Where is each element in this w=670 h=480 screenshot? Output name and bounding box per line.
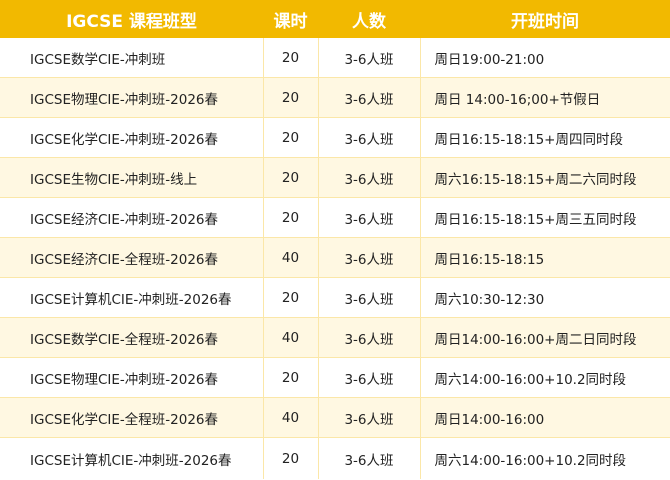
schedule-cell: 周日14:00-16:00: [420, 397, 670, 438]
header-course-type: IGCSE 课程班型: [0, 0, 263, 38]
hours-cell: 40: [263, 317, 319, 358]
hours-cell: 20: [263, 117, 319, 158]
table-row: IGCSE经济CIE-全程班-2026春 40 3-6人班 周日16:15-18:15: [0, 237, 670, 278]
class-size-cell: 3-6人班: [318, 157, 421, 198]
schedule-cell: 周六16:15-18:15+周二六同时段: [420, 157, 670, 198]
schedule-cell: 周日14:00-16:00+周二日同时段: [420, 317, 670, 358]
schedule-cell: 周六10:30-12:30: [420, 277, 670, 318]
course-name-cell: IGCSE经济CIE-冲刺班-2026春: [0, 197, 264, 238]
class-size-cell: 3-6人班: [318, 357, 421, 398]
table-row: IGCSE计算机CIE-冲刺班-2026春 20 3-6人班 周六10:30-12:3…: [0, 277, 670, 318]
schedule-cell: 周日16:15-18:15+周四同时段: [420, 117, 670, 158]
table-row: IGCSE物理CIE-冲刺班-2026春 20 3-6人班 周六14:00-16:00…: [0, 357, 670, 398]
hours-cell: 40: [263, 237, 319, 278]
course-name-cell: IGCSE计算机CIE-冲刺班-2026春: [0, 437, 264, 479]
course-name-cell: IGCSE经济CIE-全程班-2026春: [0, 237, 264, 278]
hours-cell: 20: [263, 38, 319, 78]
class-size-cell: 3-6人班: [318, 397, 421, 438]
hours-cell: 20: [263, 277, 319, 318]
header-hours: 课时: [263, 0, 318, 38]
hours-cell: 20: [263, 157, 319, 198]
class-size-cell: 3-6人班: [318, 77, 421, 118]
table-row: IGCSE数学CIE-冲刺班 20 3-6人班 周日19:00-21:00: [0, 38, 670, 78]
table-header: IGCSE 课程班型 课时 人数 开班时间: [0, 0, 670, 38]
course-name-cell: IGCSE物理CIE-冲刺班-2026春: [0, 357, 264, 398]
schedule-cell: 周六14:00-16:00+10.2同时段: [434, 452, 627, 469]
table-row: IGCSE经济CIE-冲刺班-2026春 20 3-6人班 周日16:15-18:15…: [0, 197, 670, 238]
course-name-cell: IGCSE数学CIE-全程班-2026春: [0, 317, 264, 358]
class-size-cell: 3-6人班: [318, 437, 421, 479]
hours-cell: 40: [263, 397, 319, 438]
table-row: IGCSE化学CIE-冲刺班-2026春 20 3-6人班 周日16:15-18:15…: [0, 117, 670, 158]
schedule-cell: 周日16:15-18:15+周三五同时段: [420, 197, 670, 238]
schedule-cell: 周六14:00-16:00+10.2同时段: [420, 357, 670, 398]
course-name-cell: IGCSE化学CIE-全程班-2026春: [0, 397, 264, 438]
class-size-cell: 3-6人班: [318, 197, 421, 238]
table-row: IGCSE数学CIE-全程班-2026春 40 3-6人班 周日14:00-16:00…: [0, 317, 670, 358]
course-name-cell: IGCSE数学CIE-冲刺班: [0, 38, 264, 78]
hours-cell: 20: [263, 77, 319, 118]
class-size-cell: 3-6人班: [318, 277, 421, 318]
schedule-cell: 周日 14:00-16;00+节假日: [420, 77, 670, 118]
header-class-size: 人数: [318, 0, 420, 38]
table-row: IGCSE计算机CIE-冲刺班-2026春 20 3-6人班 周六14:00-16:0…: [0, 437, 670, 479]
course-name-cell: IGCSE生物CIE-冲刺班-线上: [0, 157, 264, 198]
header-start-time: 开班时间: [420, 0, 670, 38]
header-row: IGCSE 课程班型 课时 人数 开班时间: [0, 0, 670, 38]
table-row: IGCSE生物CIE-冲刺班-线上 20 3-6人班 周六16:15-18:15+周二…: [0, 157, 670, 198]
course-name-cell: IGCSE计算机CIE-冲刺班-2026春: [0, 277, 264, 318]
hours-cell: 20: [263, 197, 319, 238]
table-body: IGCSE数学CIE-冲刺班 20 3-6人班 周日19:00-21:00 IGCSE物…: [0, 38, 670, 479]
table-row: IGCSE物理CIE-冲刺班-2026春 20 3-6人班 周日 14:00-16;0…: [0, 77, 670, 118]
hours-cell: 20: [263, 357, 319, 398]
course-name-cell: IGCSE物理CIE-冲刺班-2026春: [0, 77, 264, 118]
class-size-cell: 3-6人班: [318, 117, 421, 158]
schedule-cell: 周日16:15-18:15: [420, 237, 670, 278]
class-size-cell: 3-6人班: [318, 237, 421, 278]
hours-cell: 20: [263, 437, 319, 479]
course-name-cell: IGCSE化学CIE-冲刺班-2026春: [0, 117, 264, 158]
class-size-cell: 3-6人班: [318, 38, 421, 78]
class-size-cell: 3-6人班: [318, 317, 421, 358]
table-row: IGCSE化学CIE-全程班-2026春 40 3-6人班 周日14:00-16:00: [0, 397, 670, 438]
schedule-cell: 周日19:00-21:00: [420, 38, 670, 78]
